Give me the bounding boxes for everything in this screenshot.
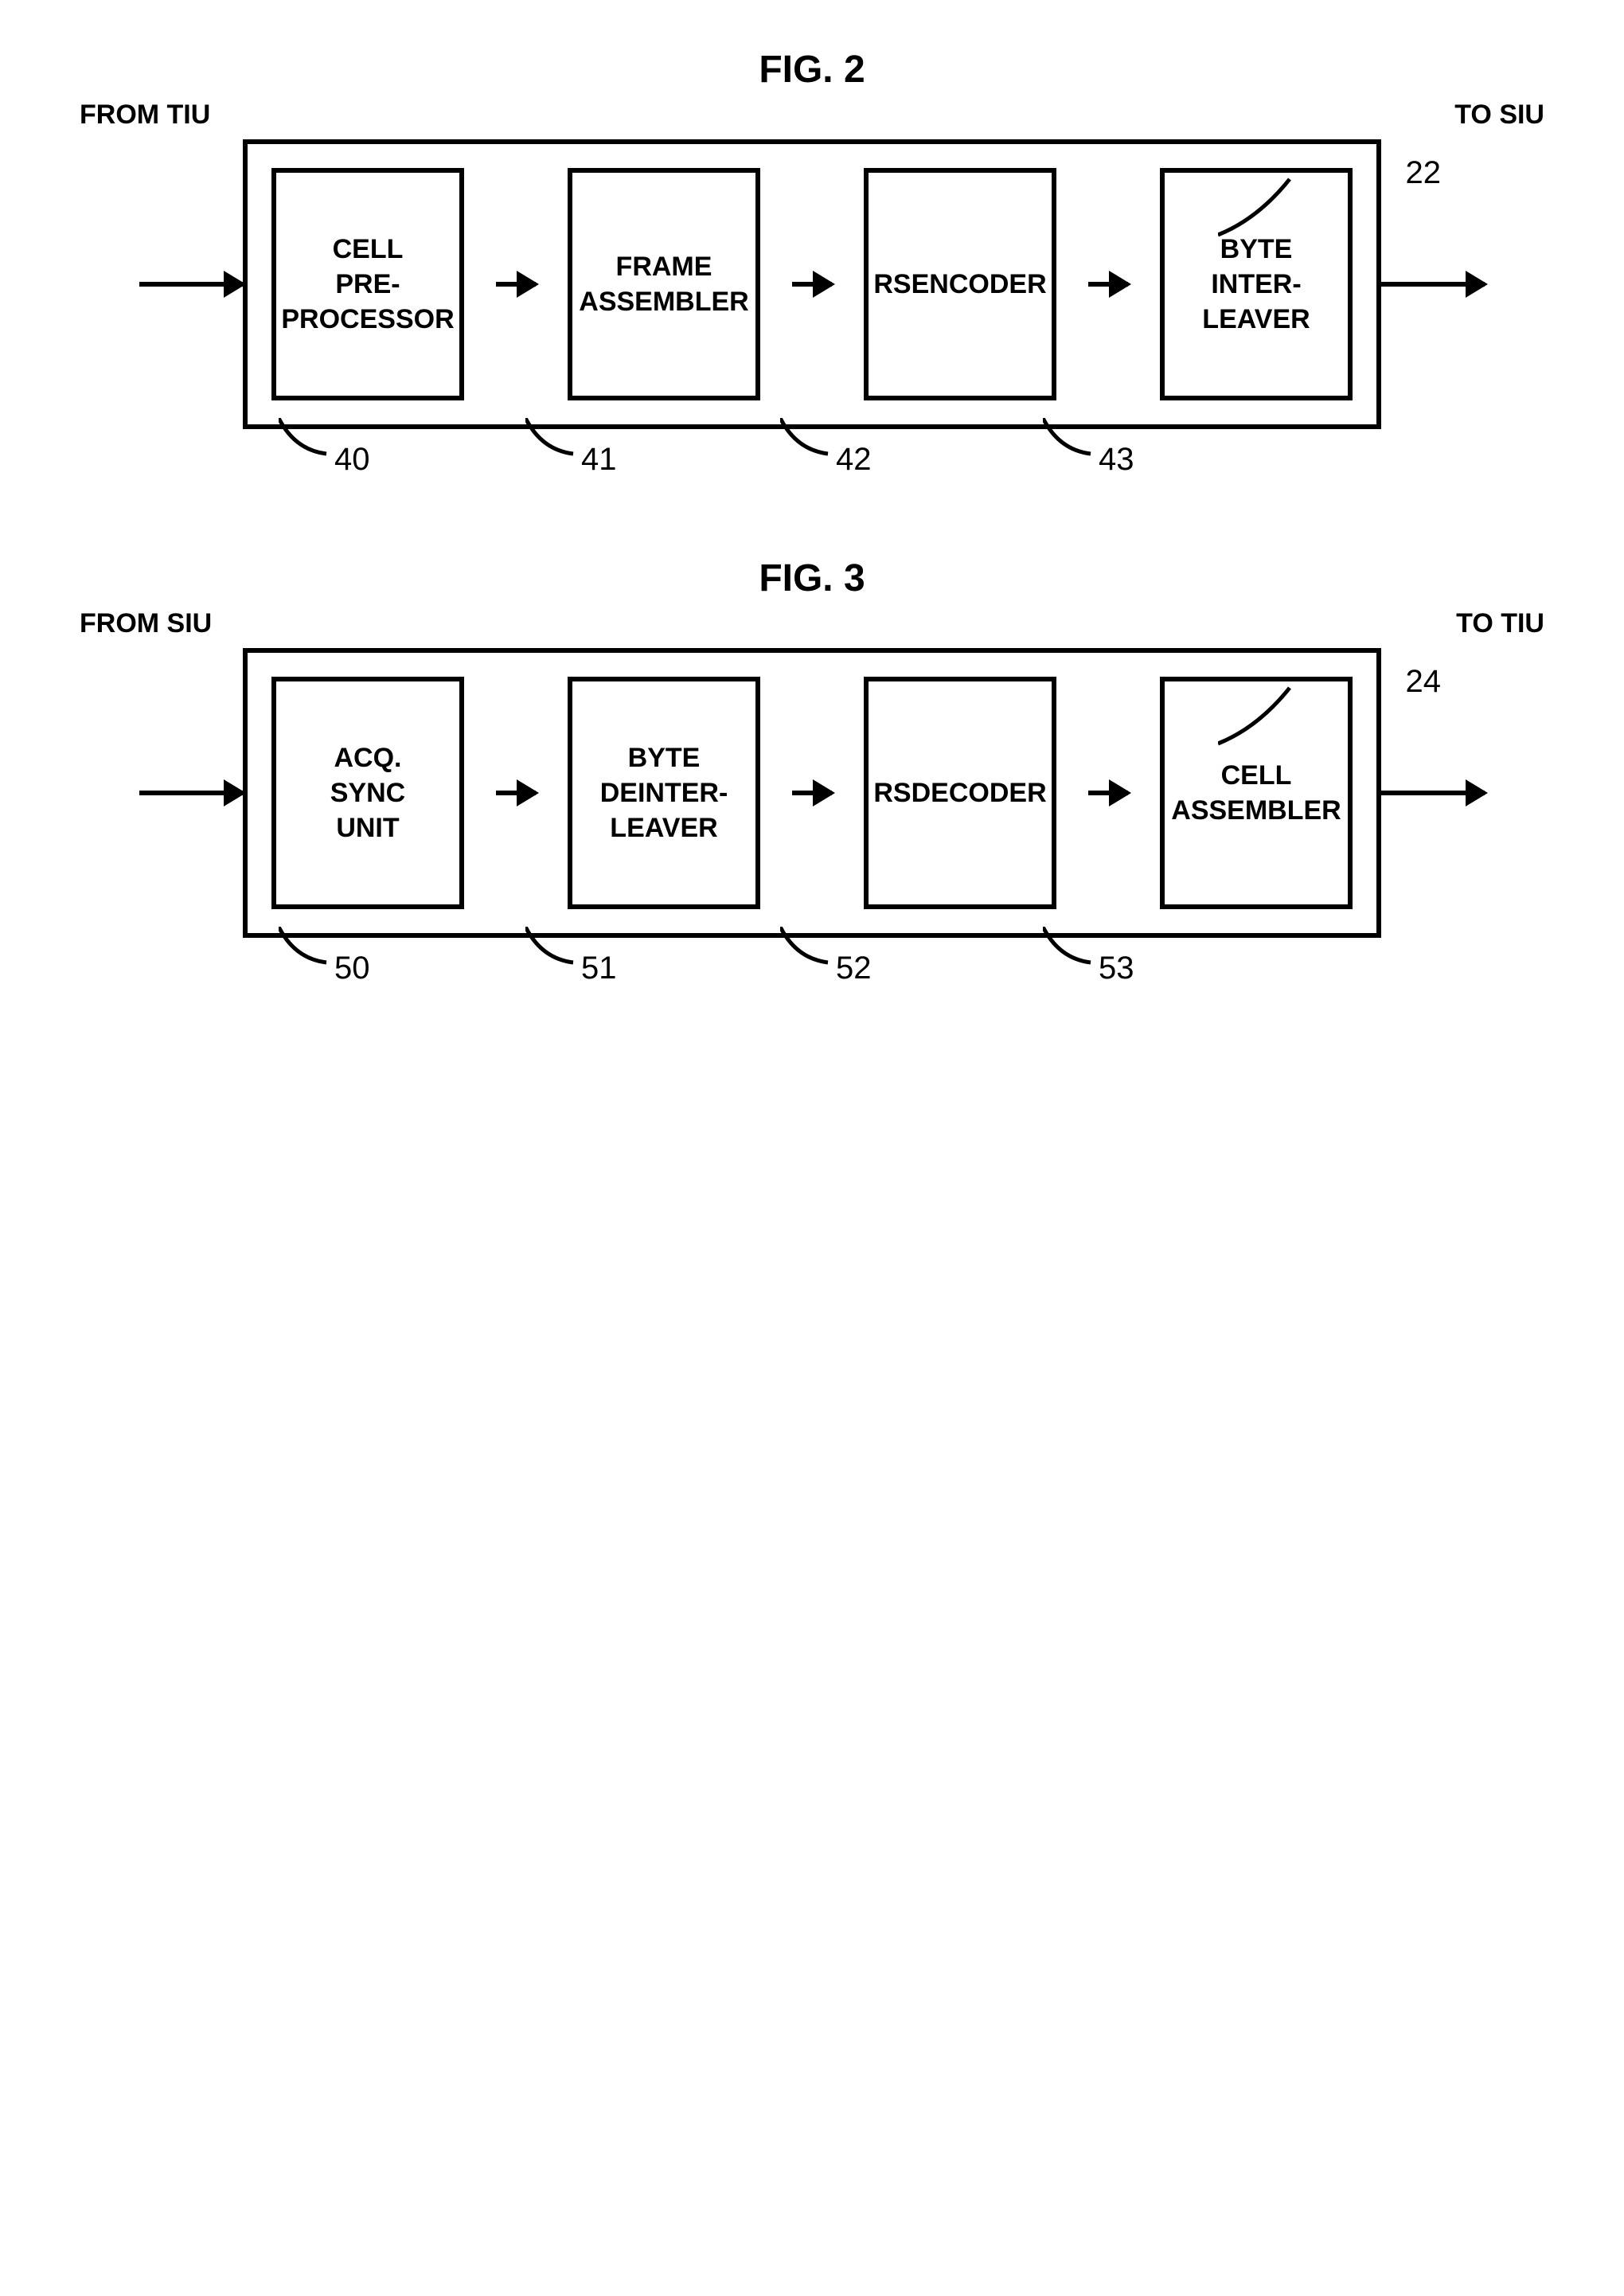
output-label: TO TIU [1456, 608, 1544, 639]
block-frame-assembler: FRAME ASSEMBLER [568, 168, 760, 400]
arrow [1088, 282, 1128, 287]
ref-label-41: 41 [581, 442, 617, 478]
ref-label-52: 52 [836, 951, 872, 986]
block-cell-preprocessor: CELL PRE- PROCESSOR [271, 168, 464, 400]
input-arrow [139, 791, 243, 795]
figure-title: FIG. 2 [48, 48, 1576, 92]
leader-line [1218, 171, 1314, 243]
input-label: FROM SIU [80, 608, 212, 639]
figure-2: FIG. 2 FROM TIU CELL PRE- PROCESSOR FRAM… [48, 48, 1576, 429]
output-label: TO SIU [1454, 100, 1544, 131]
ref-label-24: 24 [1406, 664, 1442, 700]
block-byte-deinterleaver: BYTE DEINTER- LEAVER [568, 677, 760, 909]
container-box: CELL PRE- PROCESSOR FRAME ASSEMBLER RSEN… [243, 139, 1381, 429]
ref-label-53: 53 [1099, 951, 1134, 986]
ref-label-50: 50 [334, 951, 370, 986]
diagram-area: FROM TIU CELL PRE- PROCESSOR FRAME ASSEM… [48, 139, 1576, 429]
block-rsdecoder: RSDECODER [864, 677, 1056, 909]
figure-3: FIG. 3 FROM SIU ACQ. SYNC UNIT BYTE DEIN… [48, 556, 1576, 938]
block-rsencoder: RSENCODER [864, 168, 1056, 400]
leader-line [1218, 680, 1314, 752]
arrow [792, 791, 832, 795]
diagram-area: FROM SIU ACQ. SYNC UNIT BYTE DEINTER- LE… [48, 648, 1576, 938]
arrow [1088, 791, 1128, 795]
ref-label-43: 43 [1099, 442, 1134, 478]
arrow [496, 791, 536, 795]
output-arrow [1381, 791, 1485, 795]
block-acq-sync-unit: ACQ. SYNC UNIT [271, 677, 464, 909]
ref-label-22: 22 [1406, 155, 1442, 191]
input-label: FROM TIU [80, 100, 210, 131]
ref-label-42: 42 [836, 442, 872, 478]
figure-title: FIG. 3 [48, 556, 1576, 600]
arrow [792, 282, 832, 287]
container-box: ACQ. SYNC UNIT BYTE DEINTER- LEAVER RSDE… [243, 648, 1381, 938]
ref-label-51: 51 [581, 951, 617, 986]
arrow [496, 282, 536, 287]
ref-label-40: 40 [334, 442, 370, 478]
output-arrow [1381, 282, 1485, 287]
input-arrow [139, 282, 243, 287]
